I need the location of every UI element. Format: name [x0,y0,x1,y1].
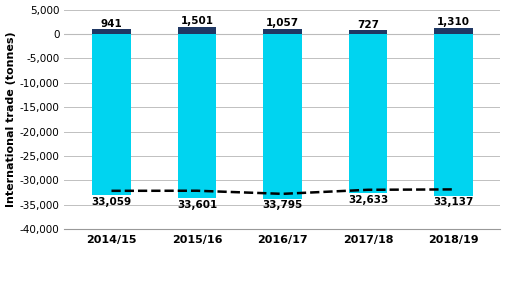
Text: 33,059: 33,059 [91,197,131,207]
Bar [92,34,130,196]
Text: 1,310: 1,310 [436,17,469,27]
Bar [348,34,386,193]
Text: 727: 727 [356,20,378,30]
Bar [433,28,472,34]
Text: 33,795: 33,795 [262,201,302,211]
Bar [348,30,386,34]
Text: 1,057: 1,057 [265,18,298,28]
Bar [263,29,301,34]
Text: 32,633: 32,633 [347,195,387,205]
Bar [433,34,472,196]
Text: 33,601: 33,601 [176,200,217,210]
Text: 1,501: 1,501 [180,16,213,26]
Y-axis label: International trade (tonnes): International trade (tonnes) [6,32,16,207]
Text: 33,137: 33,137 [432,197,473,207]
Bar [92,29,130,34]
Bar [263,34,301,199]
Bar [177,27,216,34]
Text: 941: 941 [100,19,122,29]
Bar [177,34,216,198]
